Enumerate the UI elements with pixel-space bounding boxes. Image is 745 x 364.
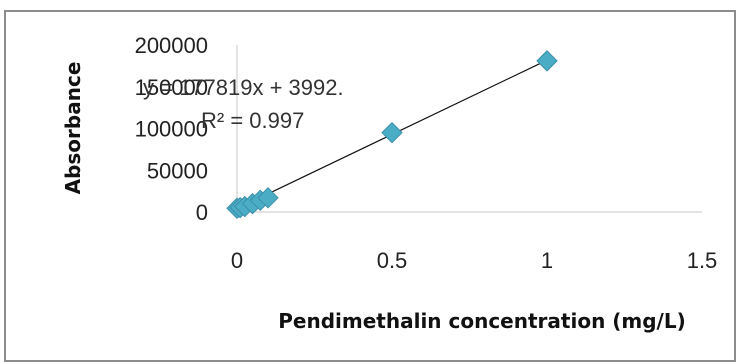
data-point [257, 187, 279, 209]
x-tick-label: 1 [541, 248, 553, 273]
y-tick-label: 0 [196, 200, 208, 225]
x-tick-label: 0.5 [377, 248, 408, 273]
data-points [226, 50, 558, 219]
y-tick-label: 200000 [135, 33, 208, 58]
y-axis-tick-labels: 0 50000 100000 150000 200000 [135, 33, 208, 225]
y-axis-title: Absorbance [61, 62, 85, 195]
trendline-equation: y = 177819x + 3992. [143, 75, 344, 100]
data-point [536, 50, 558, 72]
x-axis-tick-labels: 0 0.5 1 1.5 [231, 248, 717, 273]
x-tick-label: 0 [231, 248, 243, 273]
y-tick-label: 150000 [135, 75, 208, 100]
chart-frame [4, 10, 736, 362]
y-tick-label: 50000 [147, 158, 208, 183]
r-squared-label: R² = 0.997 [201, 108, 304, 133]
y-tick-label: 100000 [135, 117, 208, 142]
data-point [381, 121, 403, 144]
x-axis-title: Pendimethalin concentration (mg/L) [278, 309, 686, 333]
x-tick-label: 1.5 [687, 248, 718, 273]
